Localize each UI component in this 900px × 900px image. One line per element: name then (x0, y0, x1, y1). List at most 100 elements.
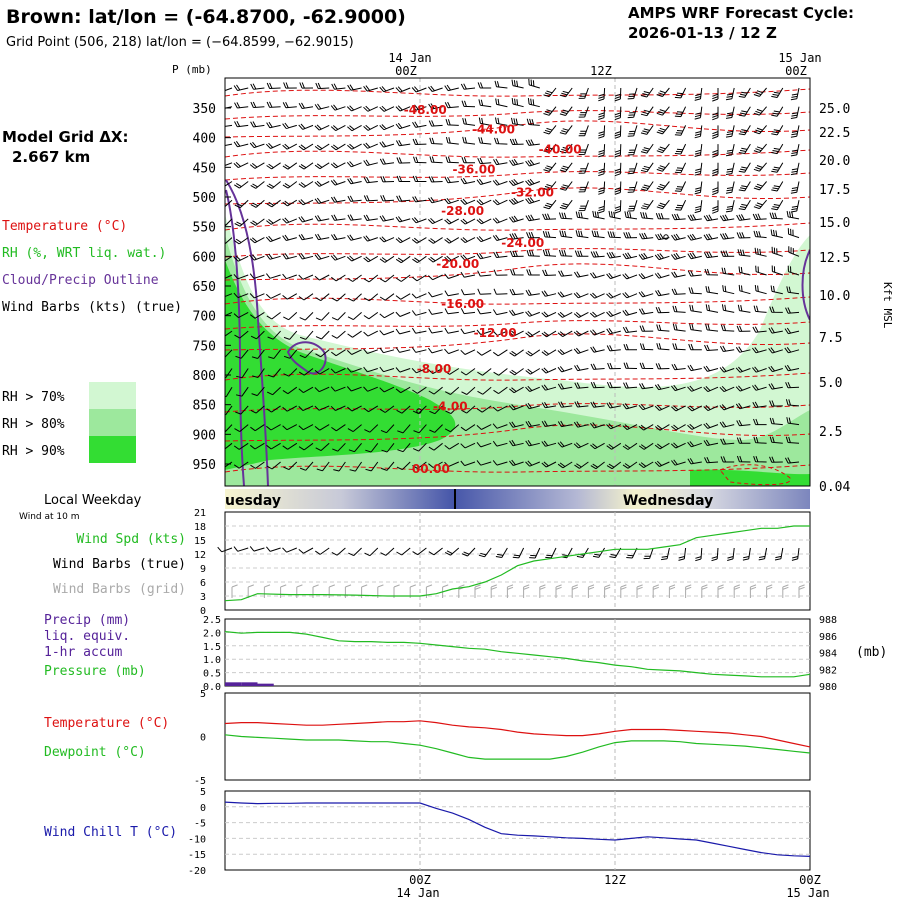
surface-wind-barb (512, 547, 525, 559)
wind-barb (379, 293, 395, 301)
wind-barb (314, 253, 330, 260)
wind-barb (492, 199, 508, 206)
wind-barb (444, 218, 460, 225)
wind-barb (705, 323, 719, 332)
wind-barb (363, 214, 378, 221)
wind-barb (363, 195, 378, 202)
wind-barb (737, 304, 751, 313)
wind-barb (578, 125, 589, 137)
wind-barb (250, 181, 265, 189)
precip-bar (257, 683, 274, 686)
wind-barb (428, 291, 443, 298)
surface-wind-barb (298, 547, 314, 554)
wind-series-label: Wind Barbs (grid) (53, 582, 186, 597)
wind-barb (738, 199, 751, 211)
wind-barb (395, 311, 411, 317)
wind-barb (541, 330, 557, 338)
wind-barb (395, 386, 411, 394)
wind-barb (638, 252, 654, 260)
wind-barb (298, 181, 314, 188)
wind-barb (412, 121, 427, 128)
wind-barb (234, 218, 249, 227)
wind-barb (785, 436, 800, 444)
pressure-tick-label: 900 (193, 428, 216, 443)
wind-barb (411, 310, 427, 316)
wind-barb (622, 424, 638, 431)
wind-barb (427, 217, 443, 225)
wind-barb (752, 213, 767, 220)
grid-wind-barb (474, 584, 481, 598)
grid-wind-barb (296, 584, 303, 598)
wind-barb (396, 274, 411, 282)
wind-barb (249, 442, 265, 450)
wind-barb (558, 249, 573, 257)
wind-barb (347, 143, 362, 150)
surface-wind-barb (643, 547, 654, 560)
pressure-tick-label: 950 (193, 458, 216, 473)
wind-tick-label: 12 (194, 550, 206, 561)
surface-wind-barb (661, 547, 670, 561)
wind-barb (460, 308, 476, 315)
wind-barb (509, 215, 524, 223)
isotherm-label: -28.00 (441, 204, 484, 218)
wind-chill-frame (224, 790, 811, 871)
wind-barb (687, 252, 702, 260)
wind-barb (330, 104, 346, 111)
wind-tick-label: 18 (194, 522, 206, 533)
isotherm-line (225, 263, 810, 281)
wind-barb (266, 273, 281, 279)
wind-barb (347, 234, 362, 241)
grid-wind-barb (749, 584, 757, 598)
wind-barb (672, 343, 686, 351)
grid-wind-barb (280, 584, 287, 598)
wind-barb (753, 125, 767, 135)
wind-barb (396, 461, 411, 471)
wind-barb (444, 424, 460, 433)
wind-barb (234, 330, 249, 339)
wind-barb (225, 87, 233, 92)
wind-barb (476, 405, 492, 413)
wind-barb (541, 401, 557, 409)
wind-barb (721, 304, 735, 313)
wind-barb (365, 442, 379, 453)
wind-barb (736, 419, 751, 427)
grid-wind-barb (523, 584, 530, 598)
wind-barb (656, 181, 670, 191)
isotherm-loop (719, 464, 791, 486)
wind-barb (712, 88, 719, 102)
wind-barb (785, 381, 800, 389)
wind-barb (299, 312, 314, 321)
wind-barb (477, 157, 492, 165)
wind-barb (266, 121, 281, 129)
wind-barb (606, 423, 621, 430)
wind-barb (558, 212, 573, 220)
weekday-label: uesday (225, 493, 281, 509)
wind-barb (266, 461, 281, 470)
wind-barb (753, 162, 767, 172)
wind-barb (266, 386, 281, 396)
wind-barb (674, 162, 687, 174)
wind-barb (315, 330, 330, 340)
precip-series-label: Precip (mm) (44, 613, 130, 628)
wind-barb (736, 232, 751, 239)
wind-barb (509, 159, 524, 166)
wind-barb (428, 176, 443, 183)
wind-barb (640, 87, 654, 98)
wind-barb (656, 125, 670, 135)
wind-barb (508, 178, 524, 186)
wind-barb (331, 293, 346, 302)
wind-barb (638, 382, 654, 390)
wind-barb (541, 311, 557, 318)
wind-barb (235, 405, 249, 415)
wind-barb (225, 368, 233, 379)
wind-barb (462, 136, 476, 145)
wind-barb (411, 274, 427, 282)
grid-wind-barb (798, 584, 805, 598)
station-title: Brown: lat/lon = (-64.8700, -62.9000) (6, 6, 406, 28)
wind-barb (738, 143, 751, 154)
wind-barb (720, 324, 735, 332)
wind-barb (687, 405, 703, 412)
wind-barb (559, 162, 573, 173)
wind-barb (542, 230, 557, 239)
pressure-axis-label: P (mb) (172, 63, 212, 76)
